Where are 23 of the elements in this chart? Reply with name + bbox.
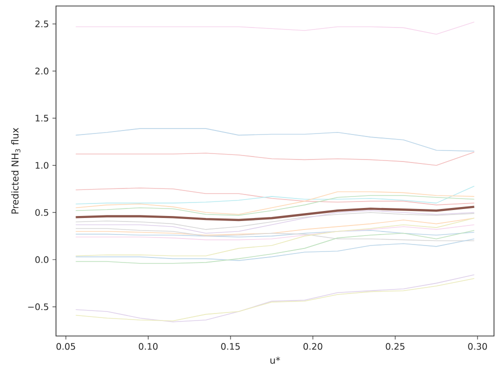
y-tick-label: 2.5 <box>35 20 48 28</box>
line-series <box>75 228 475 242</box>
line-series <box>75 230 475 264</box>
y-tick-label: 1.5 <box>36 114 48 122</box>
y-tick-label: 0.0 <box>35 256 48 264</box>
line-series <box>75 212 475 230</box>
y-tick-label: 1.0 <box>36 162 48 169</box>
line-series <box>75 230 475 238</box>
line-series <box>75 195 475 216</box>
x-tick-label: 0.15 <box>221 343 240 350</box>
y-axis-title: Predicted NH$_{3}$ flux <box>11 128 20 214</box>
x-tick-label: 0.05 <box>56 343 76 350</box>
x-axis-title: u* <box>270 356 280 364</box>
line-series <box>74 206 476 222</box>
x-tick-label: 0.30 <box>468 343 487 350</box>
y-tick-label: 2.0 <box>35 68 48 74</box>
line-series <box>75 191 475 215</box>
x-tick-label: 0.10 <box>138 343 158 350</box>
y-tick-label: 0.5 <box>35 209 48 216</box>
line-series <box>75 218 475 256</box>
x-tick-label: 0.25 <box>386 343 404 350</box>
y-tick-label: −0.5 <box>28 303 48 310</box>
x-tick-label: 0.20 <box>303 343 322 350</box>
